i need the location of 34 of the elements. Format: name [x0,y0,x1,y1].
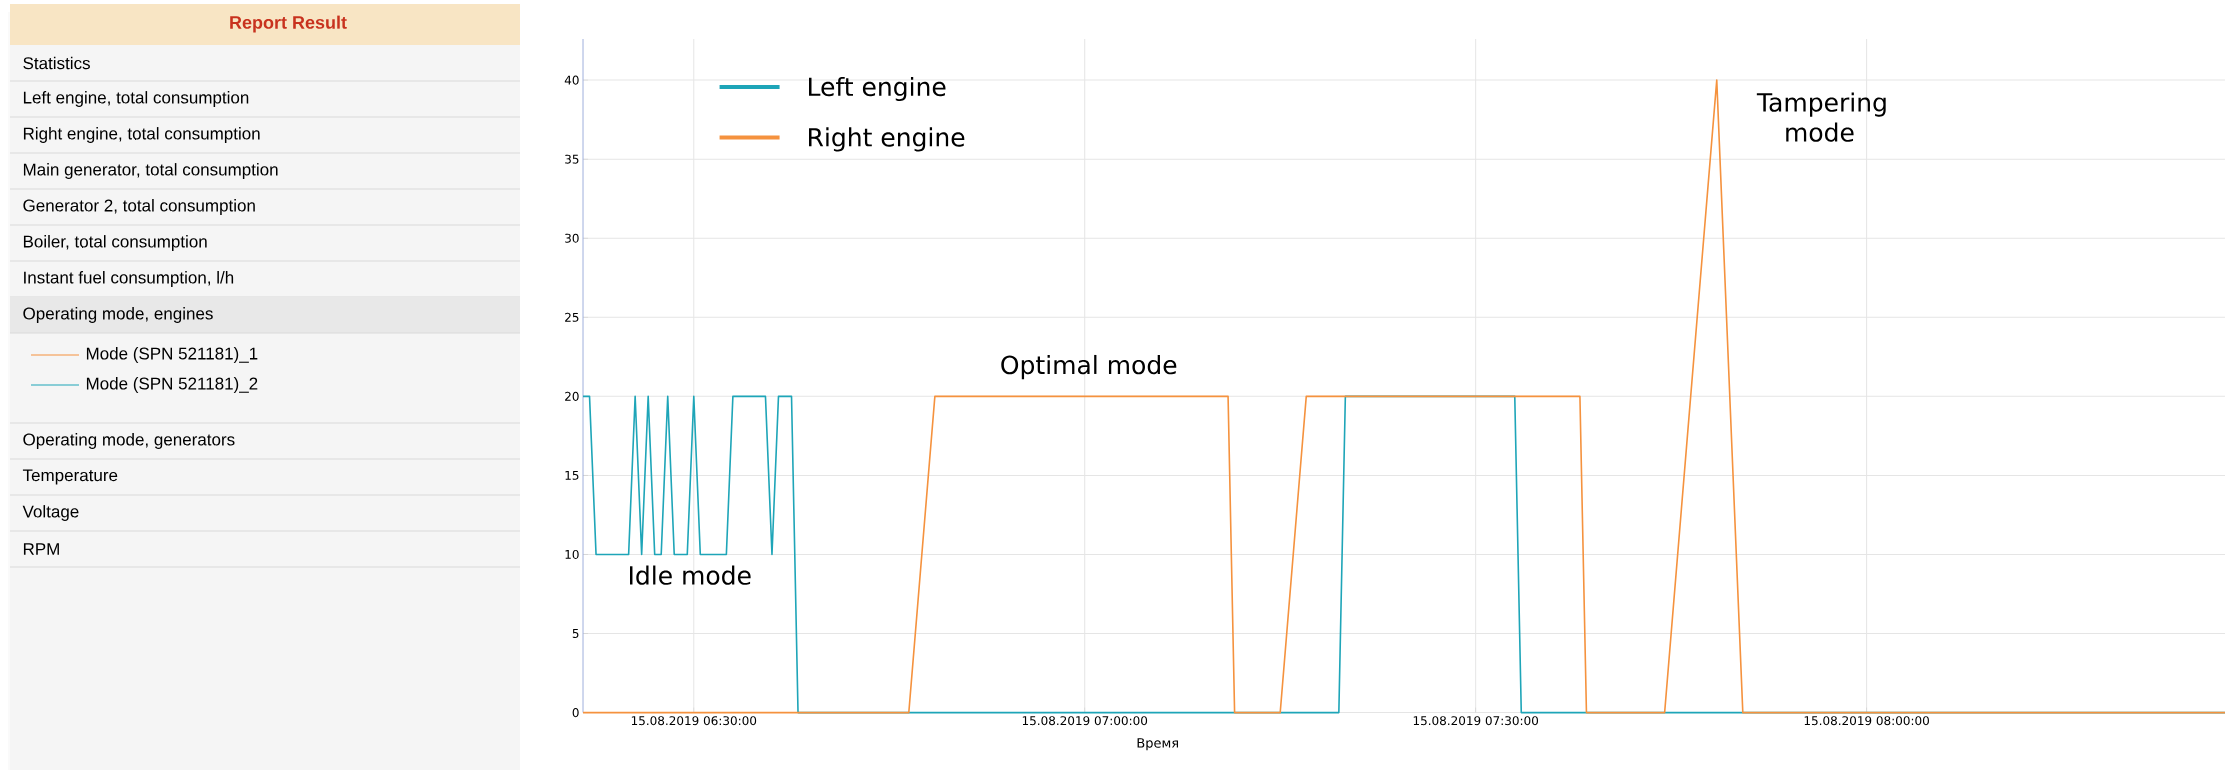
legend-label: Right engine [809,127,965,152]
text: Operating mode, engines [23,307,213,323]
y-tick-label: 30 [565,233,579,243]
text: Statistics [23,56,90,70]
text: Mode (SPN 521181)_2 [86,377,258,393]
y-tick-label: 40 [564,75,579,85]
text: Left engine, total consumption [23,91,249,107]
text: Voltage [22,505,79,521]
x-tick-label: 15.08.2019 06:30:00 [631,716,757,726]
y-tick-label: 5 [572,629,579,638]
annotation: Optimal mode [1001,354,1177,380]
y-tick-label: 20 [565,391,579,401]
text: Boiler, total consumption [23,235,207,251]
text: Right engine, total consumption [23,127,260,143]
x-axis-title: Время [1137,738,1178,751]
text: Operating mode, generators [23,433,235,449]
text: Generator 2, total consumption [23,199,255,215]
text: Temperature [22,469,118,485]
text: RPM [23,543,59,555]
y-tick-label: 35 [565,154,579,164]
legend-label: Left engine [809,76,946,102]
x-tick-label: 15.08.2019 07:30:00 [1413,716,1539,726]
text: Mode (SPN 521181)_1 [86,347,258,363]
annotation: Idle mode [629,565,751,585]
y-tick-label: 15 [565,470,579,480]
text: Main generator, total consumption [23,163,278,179]
y-tick-label: 10 [565,549,579,560]
x-tick-label: 15.08.2019 07:00:00 [1022,716,1148,726]
y-tick-label: 25 [565,312,579,322]
x-tick-label: 15.08.2019 08:00:00 [1804,716,1929,726]
y-tick-label: 0 [572,708,579,718]
text: Report Result [230,15,347,33]
annotation: Tampering mode [1756,92,1886,142]
text: Instant fuel consumption, l/h [24,271,234,287]
